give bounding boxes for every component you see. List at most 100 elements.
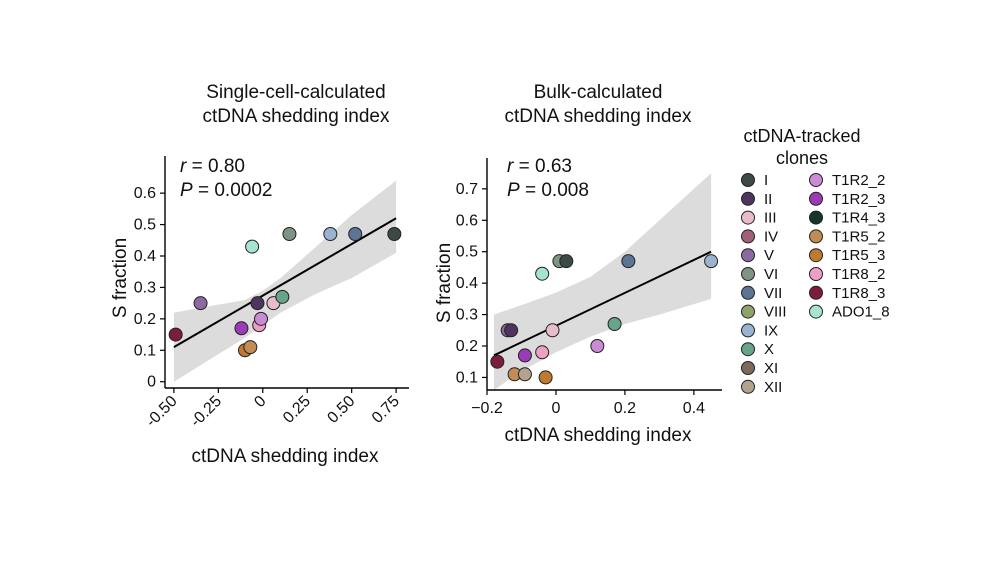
data-point-ix [704,254,719,269]
data-point-ix [323,227,338,241]
legend-swatch-t1r2_2 [809,173,823,187]
y-tick-label: 0.3 [134,279,156,296]
data-point-t1r8_2 [535,345,550,360]
legend-swatch-i [741,173,755,187]
data-point-vi [282,227,297,241]
x-tick-label: 0.4 [683,400,705,417]
y-tick-label: 0.7 [456,181,478,198]
x-tick-label: -0.25 [187,393,225,431]
legend-swatch-iv [741,229,755,244]
data-point-t1r2_2 [590,339,605,353]
data-point-x [607,317,622,331]
y-tick-label: 0.5 [134,217,156,234]
legend-label-xi: XI [764,360,778,377]
data-point-vii [621,254,636,269]
legend-label-t1r5_2: T1R5_2 [832,228,885,245]
legend-swatch-t1r8_2 [809,267,823,281]
legend-label-t1r8_2: T1R8_2 [832,266,885,283]
data-point-t1r8_3 [490,354,505,369]
chart-title-line1: Bulk-calculated [534,82,663,103]
y-tick-label: 0.2 [456,338,478,355]
legend-label-ii: II [764,191,772,208]
legend-label-x: X [764,341,774,358]
data-point-i [387,227,402,241]
legend-swatch-xi [741,361,755,375]
x-tick-label: −0.2 [471,400,503,417]
data-point-ii [504,323,519,338]
legend-label-t1r2_2: T1R2_2 [832,172,885,189]
chart-title-line1: Single-cell-calculated [206,82,386,103]
legend-swatch-t1r5_3 [809,248,823,263]
y-tick-label: 0.1 [134,342,156,359]
legend-label-iii: III [764,210,777,227]
x-tick-label: 0 [552,400,561,417]
legend-swatch-vii [741,285,755,300]
legend-swatch-ii [741,191,755,206]
x-tick-label: 0.2 [614,400,636,417]
data-point-ii [250,296,265,311]
y-tick-label: 0.1 [456,369,478,386]
legend-label-vi: VI [764,266,778,283]
data-point-vii [348,227,363,241]
legend-label-ado1_8: ADO1_8 [832,304,890,321]
data-point-ado1_8 [245,239,260,254]
x-tick-label: -0.50 [143,393,181,431]
legend-label-xii: XII [764,379,782,396]
y-tick-label: 0.3 [456,307,478,324]
x-tick-label: 0.50 [324,393,358,427]
legend-label-viii: VIII [764,304,787,321]
confidence-band [173,180,397,382]
p-value: P = 0.008 [507,180,589,201]
legend-label-i: I [764,172,768,189]
legend-swatch-ix [741,323,755,338]
y-tick-label: 0 [147,374,156,391]
data-point-t1r2_2 [254,311,268,326]
legend-title-line2: clones [776,148,828,168]
y-tick-label: 0.4 [134,248,156,265]
x-tick-label: 0.75 [369,393,403,427]
legend-label-v: V [764,247,774,264]
y-tick-label: 0.6 [456,212,478,229]
legend-label-ix: IX [764,322,778,339]
data-point-v [193,296,208,311]
r-statistic: r = 0.80 [180,156,245,177]
data-point-x [275,289,290,304]
x-tick-label: 0.25 [280,393,314,427]
data-point-t1r5_3 [538,370,553,385]
data-point-t1r2_3 [517,348,532,363]
legend: ctDNA-tracked clones IIIIIIIVVVIVIIVIIII… [741,126,890,396]
r-statistic: r = 0.63 [507,156,572,177]
legend-swatch-viii [741,304,755,319]
legend-label-iv: IV [764,228,778,245]
legend-swatch-t1r4_3 [809,210,823,225]
legend-swatch-vi [741,267,755,281]
legend-label-t1r2_3: T1R2_3 [832,191,885,208]
y-tick-label: 0.5 [456,244,478,261]
legend-swatch-t1r8_3 [809,285,823,300]
legend-swatch-t1r5_2 [809,229,823,244]
data-point-i [559,254,574,269]
data-point-t1r2_3 [234,321,249,336]
legend-swatch-t1r2_3 [809,191,823,206]
chart-title-line2: ctDNA shedding index [505,106,692,127]
y-tick-label: 0.6 [134,185,156,202]
x-tick-label: 0 [251,393,269,411]
x-axis-label: ctDNA shedding index [192,446,379,467]
y-tick-label: 0.4 [456,275,478,292]
p-value: P = 0.0002 [180,180,272,201]
legend-swatch-xii [741,379,755,394]
data-point-t1r8_3 [168,327,183,342]
x-axis-label: ctDNA shedding index [505,425,692,446]
data-point-ado1_8 [535,266,550,281]
regression-line [493,250,712,357]
chart-single-cell: Single-cell-calculated ctDNA shedding in… [110,82,409,467]
legend-title-line1: ctDNA-tracked [743,126,860,146]
legend-label-vii: VII [764,285,782,302]
legend-swatch-ado1_8 [809,304,823,319]
y-axis-label: S fraction [434,243,455,323]
legend-swatch-x [741,342,755,357]
legend-swatch-v [741,248,755,263]
data-point-t1r5_2 [243,340,258,355]
y-tick-label: 0.2 [134,311,156,328]
